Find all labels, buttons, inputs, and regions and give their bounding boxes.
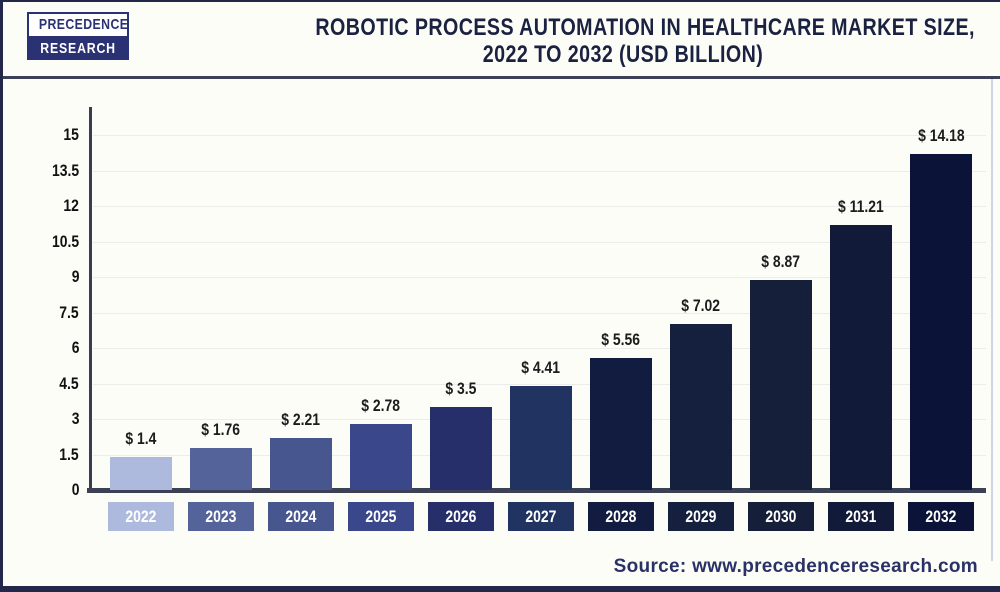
header-divider bbox=[3, 76, 1000, 79]
x-label-2023: 2023 bbox=[188, 502, 254, 531]
gridline bbox=[93, 348, 986, 349]
right-edge-line bbox=[991, 79, 993, 561]
y-tick-label: 1.5 bbox=[59, 444, 79, 464]
gridline bbox=[93, 135, 986, 136]
x-slot-2027: 2027 bbox=[501, 502, 581, 531]
source-text-value: Source: www.precedenceresearch.com bbox=[613, 556, 978, 577]
x-label-2029: 2029 bbox=[668, 502, 734, 531]
bar-2030 bbox=[750, 280, 812, 490]
bar-2028 bbox=[590, 358, 652, 490]
bar-2025 bbox=[350, 424, 412, 490]
gridline bbox=[93, 383, 986, 385]
x-axis-labels: 2022 2023 2024 2025 2026 2027 2028 2029 2030 2031… bbox=[101, 502, 981, 531]
x-label-2030: 2030 bbox=[748, 502, 814, 531]
y-tick-label: 13.5 bbox=[51, 160, 79, 180]
plot-area: 0 1.5 3 4.5 6 7.5 9 10.5 12 13.5 15 $ 1.4 $ 1.76 $ 2… bbox=[3, 79, 1000, 582]
bar-2031 bbox=[830, 224, 892, 490]
logo-line2: RESEARCH bbox=[27, 38, 129, 60]
bar-2032 bbox=[910, 154, 972, 490]
logo-line1: PRECEDENCE bbox=[27, 12, 129, 38]
value-label-2030: $ 8.87 bbox=[761, 252, 801, 272]
gridline bbox=[93, 312, 986, 314]
x-label-2024: 2024 bbox=[268, 502, 334, 531]
x-slot-2026: 2026 bbox=[421, 502, 501, 531]
x-slot-2030: 2030 bbox=[741, 502, 821, 531]
value-label-2032: $ 14.18 bbox=[917, 126, 965, 146]
bar-slot-2023: $ 1.76 bbox=[181, 79, 261, 490]
bar-slot-2028: $ 5.56 bbox=[581, 79, 661, 490]
y-tick-label: 12 bbox=[63, 196, 79, 215]
bars-container: $ 1.4 $ 1.76 $ 2.21 $ 2.78 $ 3.5 $ 4.41 $ 5.56… bbox=[101, 79, 981, 490]
chart-title-line2: 2022 TO 2032 (USD BILLION) bbox=[482, 41, 764, 68]
bar-2023 bbox=[190, 448, 252, 490]
x-label-2031: 2031 bbox=[828, 502, 894, 531]
bar-slot-2027: $ 4.41 bbox=[501, 79, 581, 490]
bar-slot-2030: $ 8.87 bbox=[741, 79, 821, 490]
chart-title-line1: ROBOTIC PROCESS AUTOMATION IN HEALTHCARE… bbox=[315, 14, 975, 41]
logo-line1-text: PRECEDENCE bbox=[38, 16, 129, 33]
x-slot-2028: 2028 bbox=[581, 502, 661, 531]
bar-slot-2032: $ 14.18 bbox=[901, 79, 981, 490]
precedence-research-logo: PRECEDENCE RESEARCH bbox=[27, 12, 129, 60]
x-label-2026: 2026 bbox=[428, 502, 494, 531]
y-tick-label: 15 bbox=[63, 125, 79, 144]
header: PRECEDENCE RESEARCH ROBOTIC PROCESS AUTO… bbox=[3, 2, 1000, 77]
bar-2024 bbox=[270, 437, 332, 490]
y-tick-label: 6 bbox=[71, 338, 79, 357]
y-tick-label: 7.5 bbox=[59, 302, 79, 322]
y-tick-label: 0 bbox=[71, 480, 79, 499]
y-tick-label: 10.5 bbox=[51, 231, 79, 251]
y-tick-label: 9 bbox=[71, 267, 79, 286]
value-label-2028: $ 5.56 bbox=[601, 330, 641, 350]
bar-slot-2031: $ 11.21 bbox=[821, 79, 901, 490]
x-slot-2029: 2029 bbox=[661, 502, 741, 531]
gridline bbox=[93, 277, 986, 278]
value-label-2025: $ 2.78 bbox=[361, 396, 401, 416]
x-label-2022: 2022 bbox=[108, 502, 174, 531]
logo-line2-text: RESEARCH bbox=[40, 40, 116, 57]
bar-2027 bbox=[510, 385, 572, 490]
value-label-2024: $ 2.21 bbox=[281, 409, 321, 429]
bar-slot-2022: $ 1.4 bbox=[101, 79, 181, 490]
y-tick-label: 4.5 bbox=[59, 373, 79, 393]
value-label-2026: $ 3.5 bbox=[445, 379, 477, 399]
gridline bbox=[93, 170, 986, 172]
x-slot-2022: 2022 bbox=[101, 502, 181, 531]
x-slot-2023: 2023 bbox=[181, 502, 261, 531]
x-label-2027: 2027 bbox=[508, 502, 574, 531]
x-slot-2024: 2024 bbox=[261, 502, 341, 531]
value-label-2031: $ 11.21 bbox=[838, 196, 884, 216]
bar-slot-2025: $ 2.78 bbox=[341, 79, 421, 490]
bar-slot-2024: $ 2.21 bbox=[261, 79, 341, 490]
bar-2022 bbox=[110, 456, 172, 490]
value-label-2029: $ 7.02 bbox=[681, 295, 721, 315]
x-slot-2025: 2025 bbox=[341, 502, 421, 531]
value-label-2023: $ 1.76 bbox=[201, 420, 241, 440]
x-axis-line bbox=[87, 488, 986, 493]
x-label-2028: 2028 bbox=[588, 502, 654, 531]
gridline bbox=[93, 241, 986, 243]
y-tick-label: 3 bbox=[71, 409, 79, 428]
value-label-2027: $ 4.41 bbox=[521, 357, 561, 377]
x-label-2032: 2032 bbox=[908, 502, 974, 531]
bar-slot-2029: $ 7.02 bbox=[661, 79, 741, 490]
bar-2026 bbox=[430, 407, 492, 490]
source-text: Source: www.precedenceresearch.com bbox=[614, 556, 978, 578]
x-slot-2032: 2032 bbox=[901, 502, 981, 531]
bar-slot-2026: $ 3.5 bbox=[421, 79, 501, 490]
x-label-2025: 2025 bbox=[348, 502, 414, 531]
value-label-2022: $ 1.4 bbox=[125, 428, 157, 448]
x-slot-2031: 2031 bbox=[821, 502, 901, 531]
chart-title: ROBOTIC PROCESS AUTOMATION IN HEALTHCARE… bbox=[243, 14, 1000, 68]
y-axis-line bbox=[89, 107, 92, 493]
gridline bbox=[93, 206, 986, 207]
bar-2029 bbox=[670, 323, 732, 490]
